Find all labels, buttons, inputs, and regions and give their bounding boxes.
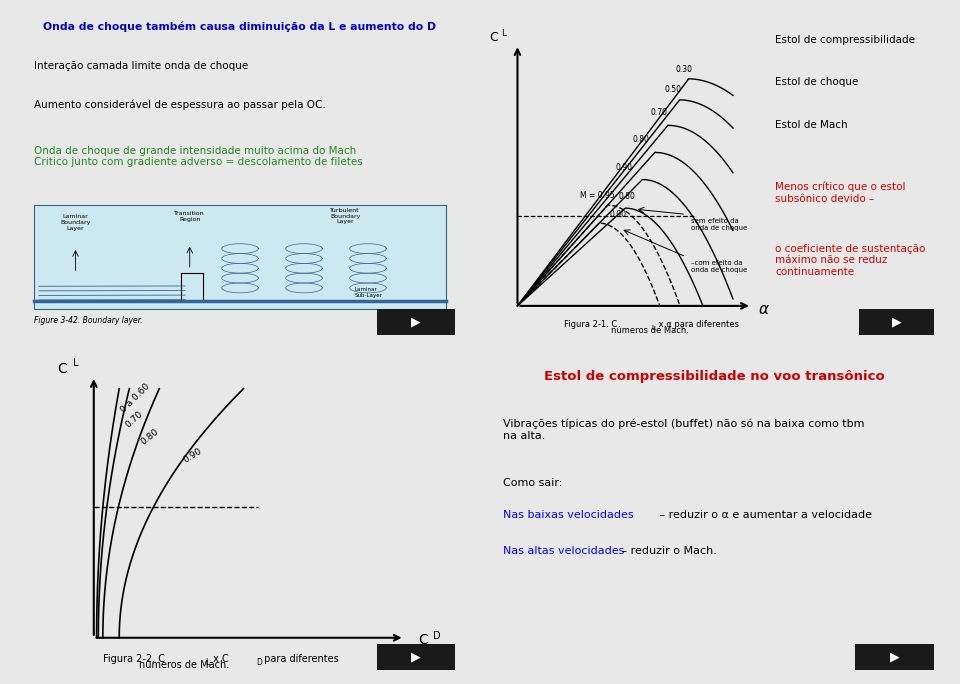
- Text: Menos crítico que o estol
subsônico devido –: Menos crítico que o estol subsônico devi…: [775, 182, 905, 204]
- Text: Estol de choque: Estol de choque: [775, 77, 858, 87]
- FancyBboxPatch shape: [35, 205, 445, 309]
- Text: ▶: ▶: [892, 316, 901, 329]
- Text: L: L: [205, 657, 210, 666]
- Text: 0 a 0.60: 0 a 0.60: [119, 382, 152, 415]
- Text: sem efeito da
onda de choque: sem efeito da onda de choque: [691, 218, 747, 231]
- Text: D: D: [256, 657, 262, 666]
- Text: Aumento considerável de espessura ao passar pela OC.: Aumento considerável de espessura ao pas…: [35, 100, 326, 110]
- Text: – reduzir o α e aumentar a velocidade: – reduzir o α e aumentar a velocidade: [656, 510, 872, 521]
- Text: Onda de choque também causa diminuição da L e aumento do D: Onda de choque também causa diminuição d…: [43, 21, 437, 32]
- Text: Estol de Mach: Estol de Mach: [775, 120, 848, 129]
- Text: 0.90: 0.90: [615, 163, 633, 172]
- Text: L: L: [73, 358, 79, 369]
- FancyBboxPatch shape: [377, 309, 455, 335]
- Text: Interação camada limite onda de choque: Interação camada limite onda de choque: [35, 61, 249, 70]
- Text: Onda de choque de grande intensidade muito acima do Mach
Critico junto com gradi: Onda de choque de grande intensidade mui…: [35, 146, 363, 168]
- Text: x C: x C: [210, 654, 229, 664]
- Text: Transition
Region: Transition Region: [175, 211, 205, 222]
- Text: 0.70: 0.70: [650, 108, 667, 117]
- Text: C: C: [490, 31, 498, 44]
- Text: Estol de compressibilidade no voo transônico: Estol de compressibilidade no voo transô…: [544, 369, 884, 382]
- Text: 0.30: 0.30: [675, 65, 692, 75]
- Text: números de Mach.: números de Mach.: [612, 326, 689, 335]
- Text: L: L: [501, 29, 506, 38]
- Text: – reduzir o Mach.: – reduzir o Mach.: [618, 547, 717, 556]
- Text: Turbulent
Boundary
Layer: Turbulent Boundary Layer: [330, 208, 360, 224]
- Text: ▶: ▶: [411, 651, 420, 664]
- Text: Vibrações típicas do pré-estol (buffet) não só na baixa como tbm
na alta.: Vibrações típicas do pré-estol (buffet) …: [503, 419, 865, 440]
- Text: ▶: ▶: [411, 316, 420, 329]
- Text: C: C: [57, 362, 66, 376]
- Text: 0.70: 0.70: [124, 409, 145, 430]
- Text: x α para diferentes: x α para diferentes: [656, 320, 738, 329]
- Text: 0.50: 0.50: [664, 85, 681, 94]
- Text: M = 0.95: M = 0.95: [580, 192, 614, 200]
- Text: L: L: [651, 326, 655, 331]
- Text: Laminar
Sub-Layer: Laminar Sub-Layer: [354, 287, 382, 298]
- Text: 0.90: 0.90: [181, 446, 204, 464]
- Text: 0.90: 0.90: [610, 209, 627, 219]
- Text: números de Mach.: números de Mach.: [139, 661, 229, 670]
- Text: Estol de compressibilidade: Estol de compressibilidade: [775, 34, 915, 44]
- Text: 0.80: 0.80: [618, 192, 636, 200]
- FancyBboxPatch shape: [854, 644, 934, 670]
- Text: Figure 3-42. Boundary layer.: Figure 3-42. Boundary layer.: [35, 316, 143, 325]
- Text: C: C: [418, 633, 427, 647]
- Text: Figura 2-2. C: Figura 2-2. C: [103, 654, 165, 664]
- Text: Como sair:: Como sair:: [503, 477, 563, 488]
- Text: Laminar
Boundary
Layer: Laminar Boundary Layer: [60, 214, 90, 231]
- Text: Nas baixas velocidades: Nas baixas velocidades: [503, 510, 634, 521]
- Text: D: D: [433, 631, 441, 642]
- Text: α: α: [758, 302, 768, 317]
- Text: –com efeito da
onda de choque: –com efeito da onda de choque: [691, 260, 747, 273]
- FancyBboxPatch shape: [377, 644, 455, 670]
- FancyBboxPatch shape: [859, 309, 934, 335]
- Text: Figura 2-1. C: Figura 2-1. C: [564, 320, 617, 329]
- Text: Nas altas velocidades: Nas altas velocidades: [503, 547, 625, 556]
- Text: o coeficiente de sustentação
máximo não se reduz
continuamente: o coeficiente de sustentação máximo não …: [775, 244, 925, 277]
- Text: 0.80: 0.80: [633, 135, 650, 144]
- Text: para diferentes: para diferentes: [260, 654, 338, 664]
- Text: 0.80: 0.80: [139, 428, 161, 447]
- Text: ▶: ▶: [890, 651, 900, 664]
